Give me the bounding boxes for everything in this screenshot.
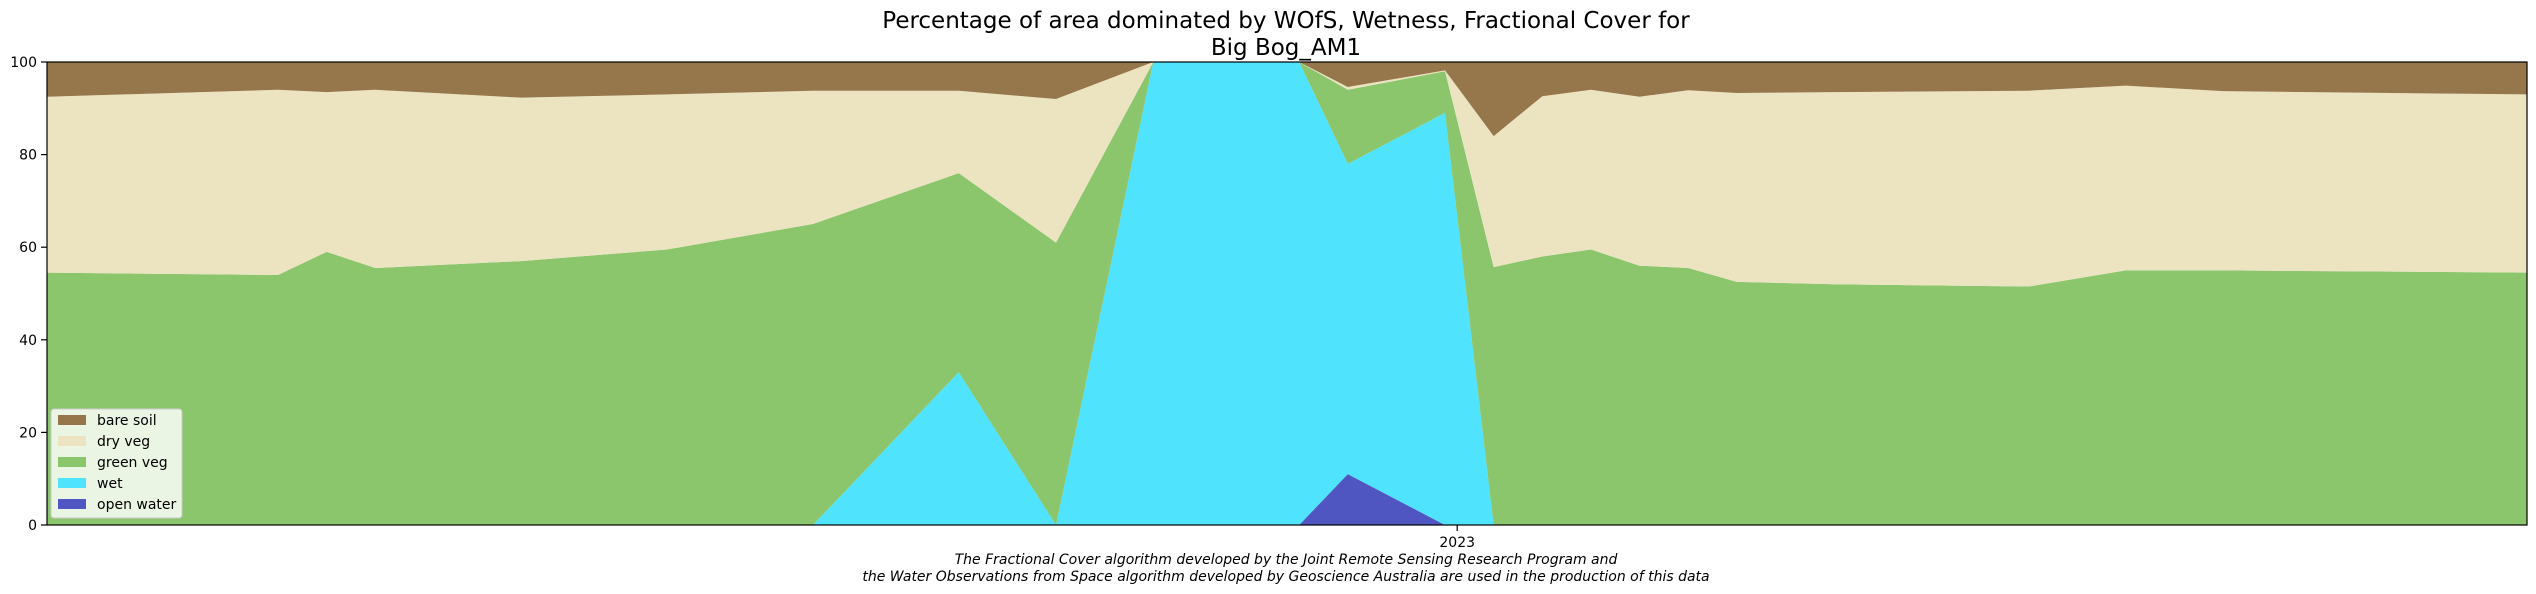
legend-swatch-green-veg: [58, 457, 86, 467]
legend-swatch-wet: [58, 478, 86, 488]
area-wet: [47, 62, 2527, 525]
legend-swatch-dry-veg: [58, 436, 86, 446]
x-axis: 2023: [1439, 525, 1475, 551]
plot-frame: [46, 61, 2528, 526]
x-tick-label-2023: 2023: [1439, 535, 1475, 551]
legend-swatch-bare-soil: [58, 415, 86, 425]
legend-label-green-veg: green veg: [97, 455, 168, 471]
legend-label-bare-soil: bare soil: [97, 413, 157, 429]
legend: bare soil dry veg green veg wet open water: [50, 408, 183, 519]
legend-label-open-water: open water: [97, 497, 177, 513]
legend-label-wet: wet: [97, 476, 123, 492]
area-bare-soil: [47, 62, 2527, 137]
footnote-line-1: The Fractional Cover algorithm developed…: [955, 552, 1618, 568]
legend-swatch-open-water: [58, 499, 86, 509]
y-tick-label-100: 100: [10, 55, 37, 71]
chart-title-line-1: Percentage of area dominated by WOfS, We…: [882, 8, 1690, 34]
area-dry-veg: [47, 62, 2527, 287]
y-tick-label-60: 60: [19, 240, 37, 256]
y-tick-label-80: 80: [19, 148, 37, 164]
y-tick-label-0: 0: [28, 518, 37, 534]
y-tick-label-20: 20: [19, 425, 37, 441]
area-green-veg: [47, 62, 2527, 525]
chart-title-line-2: Big Bog_AM1: [1211, 35, 1361, 61]
footnote-line-2: the Water Observations from Space algori…: [862, 569, 1709, 585]
y-tick-label-40: 40: [19, 333, 37, 349]
legend-label-dry-veg: dry veg: [97, 434, 150, 450]
y-axis: 0 20 40 60 80 100: [10, 55, 47, 534]
stacked-area-layers: [47, 62, 2527, 525]
